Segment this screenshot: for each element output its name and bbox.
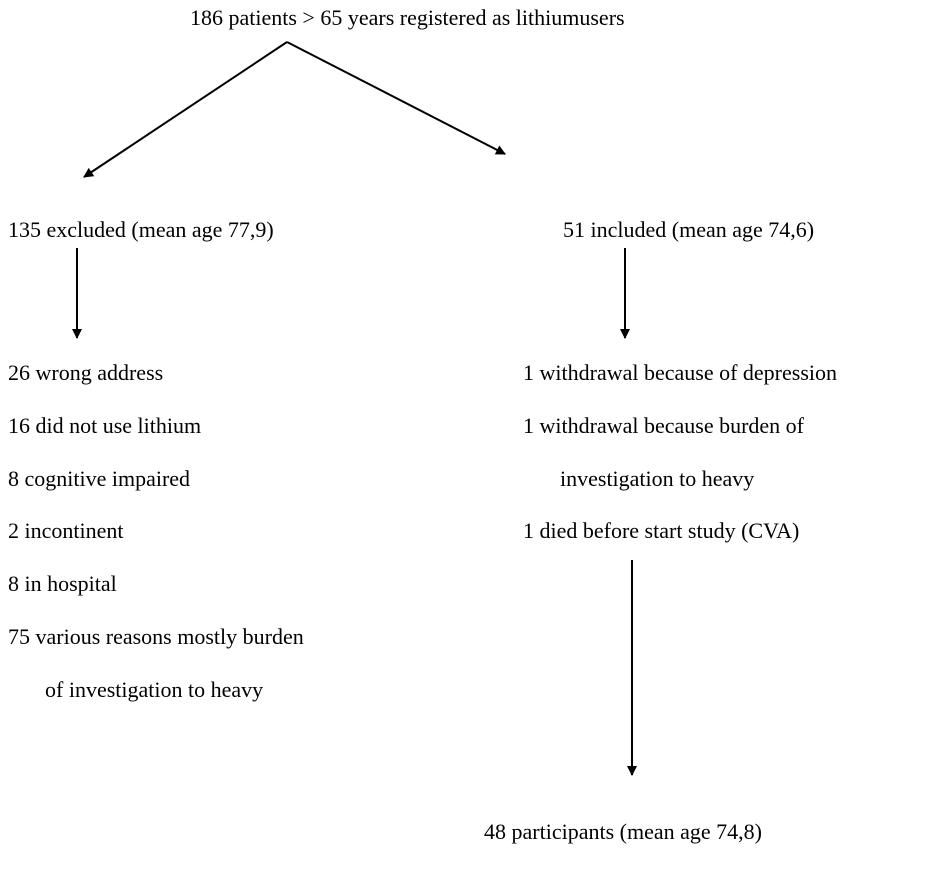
list-item: 8 cognitive impaired bbox=[8, 465, 191, 491]
result-node: 48 participants (mean age 74,8) bbox=[484, 819, 762, 844]
list-item: 75 various reasons mostly burden bbox=[8, 624, 304, 649]
left-header: 135 excluded (mean age 77,9) bbox=[8, 217, 274, 242]
list-item: 1 died before start study (CVA) bbox=[523, 518, 800, 544]
arrow bbox=[286, 41, 506, 155]
arrow bbox=[83, 41, 288, 178]
list-item: 26 wrong address bbox=[8, 360, 164, 385]
right-header: 51 included (mean age 74,6) bbox=[563, 217, 815, 242]
list-item: investigation to heavy bbox=[560, 465, 755, 491]
list-item: 8 in hospital bbox=[8, 571, 117, 597]
list-item: 1 withdrawal because burden of bbox=[523, 412, 805, 438]
list-item: 2 incontinent bbox=[8, 518, 124, 544]
list-item: of investigation to heavy bbox=[45, 676, 264, 702]
list-item: 1 withdrawal because of depression bbox=[523, 360, 838, 385]
top-node: 186 patients > 65 years registered as li… bbox=[190, 5, 625, 30]
list-item: 16 did not use lithium bbox=[8, 412, 202, 438]
